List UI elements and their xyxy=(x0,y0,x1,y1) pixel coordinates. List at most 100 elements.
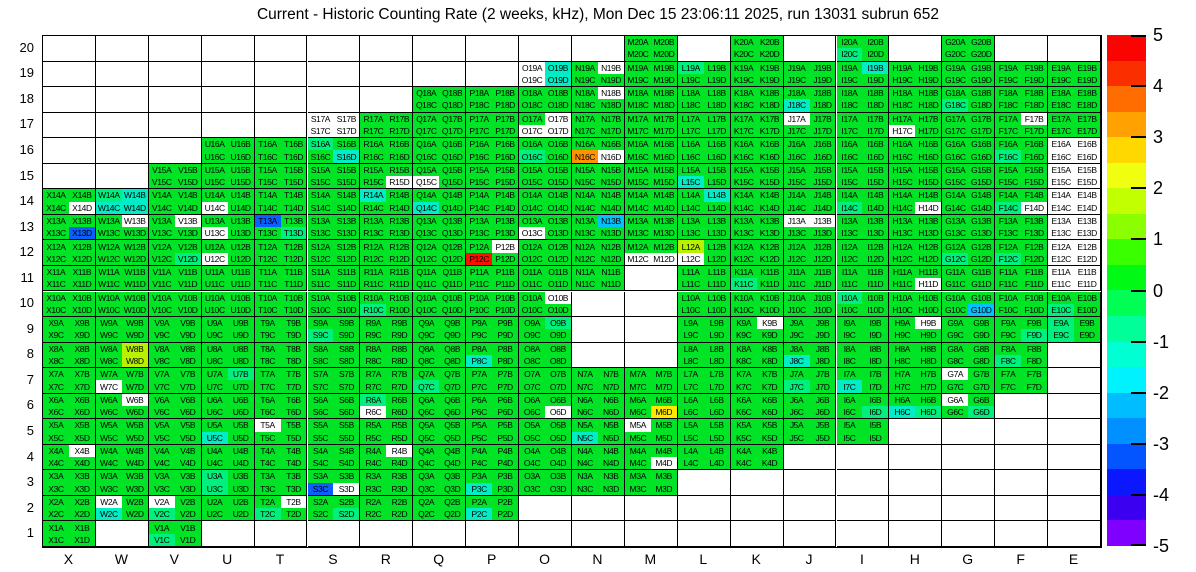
quad-V15C: V15C xyxy=(148,176,175,189)
cell-P16: P16A P16B P16C P16D xyxy=(466,138,520,164)
cell-K4: K4A K4B K4C K4D xyxy=(730,444,784,471)
quad-F13A: F13A xyxy=(995,214,1022,228)
quad-H15C: H15C xyxy=(889,176,916,189)
quad-R5A: R5A xyxy=(360,419,387,432)
quad-I8B: I8B xyxy=(862,342,889,355)
quad-Q11D: Q11D xyxy=(439,278,466,291)
quad-O12B: O12B xyxy=(545,240,571,253)
cell-Q11: Q11A Q11B Q11C Q11D xyxy=(413,265,467,292)
quad-V8C: V8C xyxy=(148,354,175,368)
cell-K14: K14A K14B K14C K14D xyxy=(730,189,784,215)
colorbar-tick--2 xyxy=(1131,391,1146,394)
cell-U12: U12A U12B U12C U12D xyxy=(201,240,255,266)
quad-Q13D: Q13D xyxy=(439,227,466,240)
quad-W2B: W2B xyxy=(121,495,148,509)
cell-T8: T8A T8B T8C T8D xyxy=(254,342,308,369)
quad-M12A: M12A xyxy=(624,240,651,253)
quad-W10A: W10A xyxy=(95,291,122,304)
quad-Q17C: Q17C xyxy=(413,124,440,138)
cell-V19 xyxy=(148,61,202,88)
quad-K12C: K12C xyxy=(730,252,757,265)
quad-E16B: E16B xyxy=(1074,138,1100,151)
cell-O11: O11A O11B O11C O11D xyxy=(519,265,572,292)
quad-P9D: P9D xyxy=(492,329,519,342)
cell-N9 xyxy=(572,317,625,343)
quad-V6C: V6C xyxy=(148,405,175,419)
quad-J14C: J14C xyxy=(783,201,810,214)
cell-K2 xyxy=(730,495,784,522)
quad-F13C: F13C xyxy=(995,227,1022,240)
cell-E3 xyxy=(1048,470,1101,496)
quad-G6D: G6D xyxy=(968,405,995,419)
quad-O11C: O11C xyxy=(519,278,546,291)
quad-R16C: R16C xyxy=(360,150,387,163)
quad-E16A: E16A xyxy=(1048,138,1075,151)
quad-P2C: P2C xyxy=(466,508,493,521)
quad-P11A: P11A xyxy=(466,265,493,279)
cell-R4: R4A R4B R4C R4D xyxy=(360,444,414,471)
quad-T13D: T13D xyxy=(280,227,307,240)
quad-M16A: M16A xyxy=(624,138,651,151)
quad-E13A: E13A xyxy=(1048,214,1075,228)
quad-P6C: P6C xyxy=(466,405,493,419)
colorbar-tick-label-3: 3 xyxy=(1153,127,1164,148)
quad-M6D: M6D xyxy=(650,405,677,419)
quad-O8C: O8C xyxy=(519,354,546,368)
cell-U3: U3A U3B U3C U3D xyxy=(201,470,255,496)
quad-R7A: R7A xyxy=(360,368,387,381)
quad-R3D: R3D xyxy=(386,482,413,495)
quad-M4A: M4A xyxy=(624,444,651,458)
quad-M15C: M15C xyxy=(624,176,651,189)
quad-R10C: R10C xyxy=(360,303,387,317)
quad-F17D: F17D xyxy=(1021,124,1048,138)
cell-X4: X4A X4B X4C X4D xyxy=(43,444,96,471)
quad-X2D: X2D xyxy=(68,508,95,521)
quad-O7D: O7D xyxy=(545,380,571,393)
quad-K4C: K4C xyxy=(730,457,757,470)
quad-F14D: F14D xyxy=(1021,201,1048,214)
quad-K17C: K17C xyxy=(730,124,757,138)
quad-X1D: X1D xyxy=(68,533,95,546)
cell-Q5: Q5A Q5B Q5C Q5D xyxy=(413,419,467,445)
cell-M9 xyxy=(624,317,678,343)
quad-P10B: P10B xyxy=(492,291,519,304)
quad-K4A: K4A xyxy=(730,444,757,458)
quad-Q12C: Q12C xyxy=(413,252,440,265)
quad-I5D: I5D xyxy=(862,431,889,444)
cell-G17: G17A G17B G17C G17D xyxy=(942,112,996,139)
cell-F10: F10A F10B F10C F10D xyxy=(995,291,1049,318)
quad-R17A: R17A xyxy=(360,112,387,125)
quad-V12B: V12B xyxy=(174,240,201,253)
quad-H6D: H6D xyxy=(915,405,942,419)
quad-U8C: U8C xyxy=(201,354,228,368)
quad-S9B: S9B xyxy=(333,317,360,330)
quad-E15D: E15D xyxy=(1074,176,1100,189)
quad-F8D: F8D xyxy=(1021,354,1048,368)
cell-X15 xyxy=(43,163,96,190)
quad-H18C: H18C xyxy=(889,99,916,112)
quad-V2C: V2C xyxy=(148,508,175,521)
cell-X11: X11A X11B X11C X11D xyxy=(43,265,96,292)
quad-N11C: N11C xyxy=(572,278,598,291)
quad-X2C: X2C xyxy=(43,508,69,521)
cell-H3 xyxy=(889,470,943,496)
quad-S13C: S13C xyxy=(307,227,334,240)
quad-S16C: S16C xyxy=(307,150,334,163)
quad-X3D: X3D xyxy=(68,482,95,495)
cell-R2: R2A R2B R2C R2D xyxy=(360,495,414,522)
quad-L12C: L12C xyxy=(677,252,704,265)
quad-N16D: N16D xyxy=(597,150,624,163)
cell-M17: M17A M17B M17C M17D xyxy=(624,112,678,139)
cell-I8: I8A I8B I8C I8D xyxy=(836,342,890,369)
quad-E10D: E10D xyxy=(1074,303,1100,317)
quad-P7C: P7C xyxy=(466,380,493,393)
cell-T9: T9A T9B T9C T9D xyxy=(254,317,308,343)
cell-K19: K19A K19B K19C K19D xyxy=(730,61,784,88)
quad-O11B: O11B xyxy=(545,265,571,279)
quad-W12A: W12A xyxy=(95,240,122,253)
quad-K11A: K11A xyxy=(730,265,757,279)
quad-H17B: H17B xyxy=(915,112,942,125)
cell-F14: F14A F14B F14C F14D xyxy=(995,189,1049,215)
quad-Q16C: Q16C xyxy=(413,150,440,163)
quad-G20C: G20C xyxy=(942,48,969,61)
